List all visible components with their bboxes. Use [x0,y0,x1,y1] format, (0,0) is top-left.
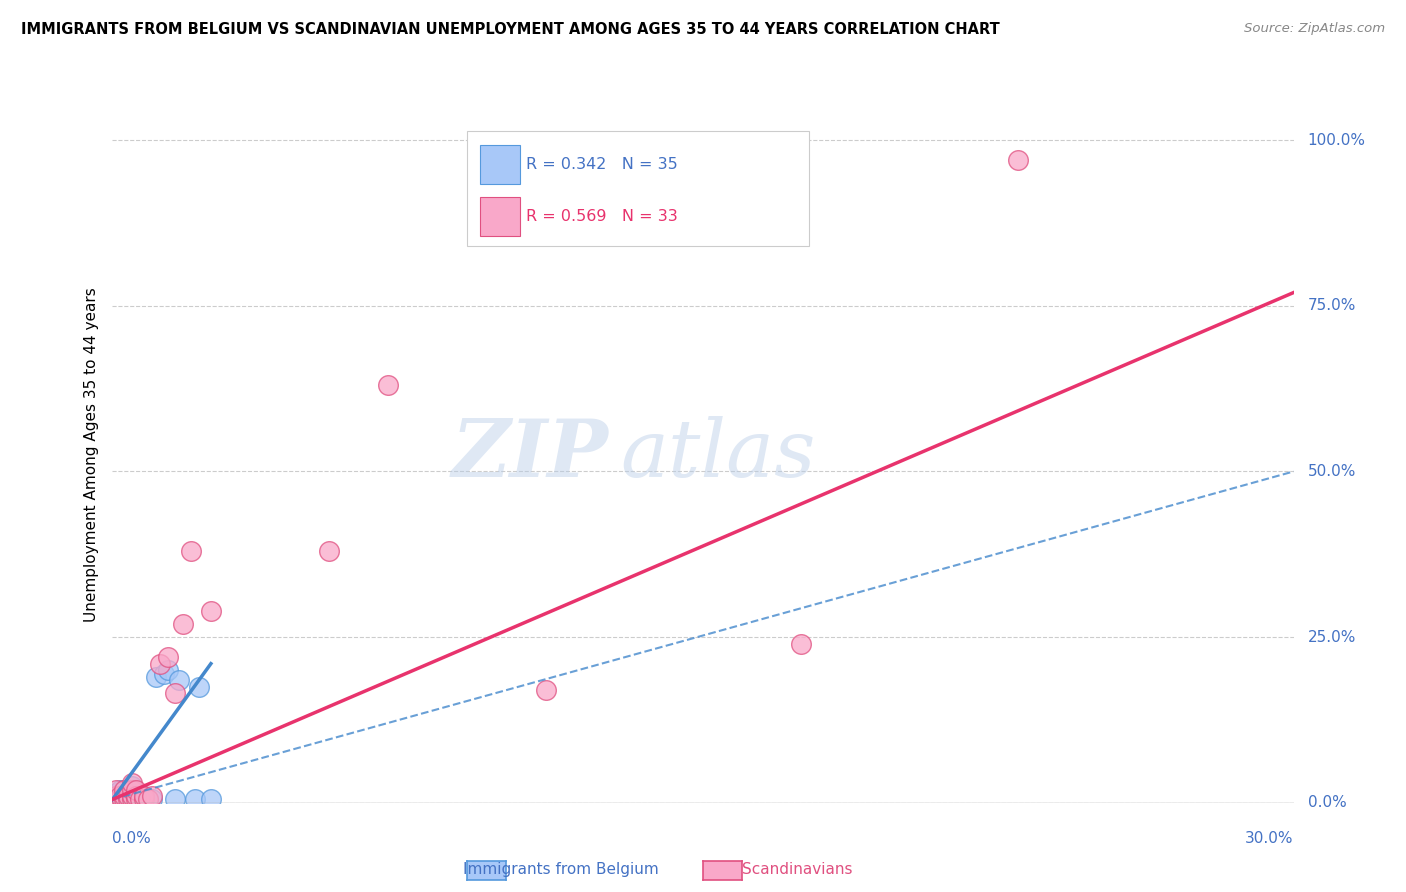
Point [165,686,187,700]
Point [121,789,143,804]
Point [110,782,132,797]
Point [121,786,143,800]
Point [105,792,128,806]
Point [184,792,207,806]
Text: R = 0.342   N = 35: R = 0.342 N = 35 [526,157,678,171]
Point [112,792,135,806]
Point [121,782,143,797]
Text: 50.0%: 50.0% [1308,464,1355,479]
Point [145,670,167,684]
Point [125,792,148,806]
Point [117,789,139,804]
Point [112,789,135,804]
Text: atlas: atlas [620,417,815,493]
Text: 0.0%: 0.0% [112,830,152,846]
Point [377,378,399,392]
Point [105,782,128,797]
Point [121,776,143,790]
Point [156,650,179,665]
Point [318,544,340,558]
Text: Scandinavians: Scandinavians [742,863,852,877]
Text: IMMIGRANTS FROM BELGIUM VS SCANDINAVIAN UNEMPLOYMENT AMONG AGES 35 TO 44 YEARS C: IMMIGRANTS FROM BELGIUM VS SCANDINAVIAN … [21,22,1000,37]
Point [129,792,152,806]
Point [136,792,159,806]
Point [200,792,222,806]
Text: 25.0%: 25.0% [1308,630,1355,645]
Point [105,789,128,804]
Point [117,789,139,804]
Point [110,786,132,800]
Point [110,789,132,804]
Point [1007,153,1029,167]
Point [105,789,128,804]
Point [165,792,187,806]
Y-axis label: Unemployment Among Ages 35 to 44 years: Unemployment Among Ages 35 to 44 years [83,287,98,623]
Text: Immigrants from Belgium: Immigrants from Belgium [464,863,659,877]
Text: 30.0%: 30.0% [1246,830,1294,846]
Point [125,789,148,804]
Point [121,779,143,793]
Point [534,683,557,698]
Text: R = 0.569   N = 33: R = 0.569 N = 33 [526,210,678,225]
Text: 75.0%: 75.0% [1308,298,1355,313]
Point [169,673,191,688]
Point [121,782,143,797]
Point [180,544,202,558]
Text: 0.0%: 0.0% [1308,796,1347,810]
Point [112,782,135,797]
Point [132,792,155,806]
Point [790,637,813,651]
Point [156,663,179,677]
Point [141,792,163,806]
FancyBboxPatch shape [467,131,810,246]
Point [136,792,159,806]
Point [112,786,135,800]
Point [112,789,135,804]
Point [121,792,143,806]
Text: 100.0%: 100.0% [1308,133,1365,148]
Point [141,789,163,804]
Point [132,792,155,806]
Point [132,789,155,804]
Point [117,792,139,806]
Point [112,782,135,797]
Point [132,789,155,804]
Point [129,792,152,806]
Point [110,792,132,806]
Point [117,786,139,800]
Point [112,792,135,806]
Point [105,786,128,800]
Point [152,666,174,681]
Point [172,616,194,631]
Point [129,789,152,804]
Point [125,792,148,806]
Text: Source: ZipAtlas.com: Source: ZipAtlas.com [1244,22,1385,36]
Point [149,657,172,671]
Point [110,792,132,806]
Point [105,792,128,806]
Point [125,789,148,804]
Text: ZIP: ZIP [451,417,609,493]
Point [121,792,143,806]
Point [200,604,222,618]
Point [188,680,211,694]
Point [125,782,148,797]
FancyBboxPatch shape [479,197,520,235]
Point [110,789,132,804]
FancyBboxPatch shape [479,145,520,184]
Point [117,792,139,806]
Point [121,789,143,804]
